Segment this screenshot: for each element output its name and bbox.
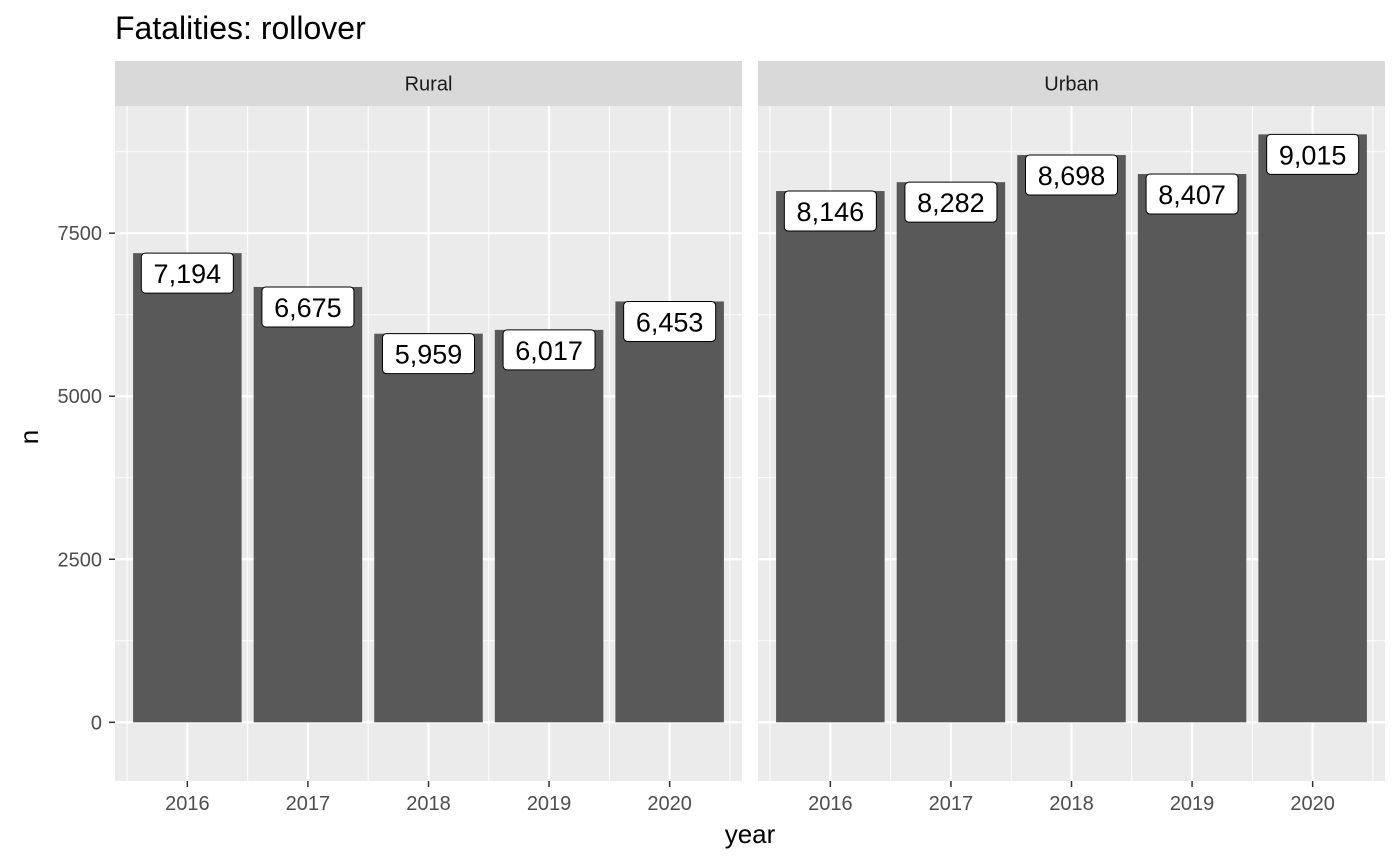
bar-urban-2016 <box>776 191 885 723</box>
x-tick-label: 2018 <box>1049 793 1094 815</box>
x-axis-title: year <box>725 819 776 849</box>
data-label: 8,698 <box>1038 161 1106 191</box>
data-label-box <box>382 333 475 375</box>
data-label: 8,282 <box>917 188 985 218</box>
data-label-box <box>904 181 998 223</box>
facet-panels: Rural 7,194 6,675 5,959 6,017 6,453 Urban 8,146… <box>115 61 1385 781</box>
bar-rural-2020 <box>615 301 724 723</box>
data-label-box <box>783 190 877 232</box>
x-tick-label: 2017 <box>286 793 331 815</box>
bar-urban-2020 <box>1258 134 1367 723</box>
bar-rural-2019 <box>494 329 604 723</box>
x-tick-label: 2018 <box>406 793 451 815</box>
bar-urban-2018 <box>1017 155 1126 723</box>
data-label-box <box>1025 154 1118 196</box>
facet-strip-label: Rural <box>405 74 453 96</box>
y-tick-label: 5000 <box>58 386 103 408</box>
data-label-box <box>261 286 355 328</box>
facet-panel-rural: Rural 7,194 6,675 5,959 6,017 6,453 <box>115 61 742 781</box>
data-label: 8,407 <box>1158 180 1226 210</box>
data-label: 6,453 <box>636 307 704 337</box>
data-label-box <box>1266 133 1360 175</box>
data-label-box <box>502 329 596 371</box>
x-tick-label: 2017 <box>929 793 974 815</box>
bar-urban-2019 <box>1137 174 1247 723</box>
y-tick-label: 7500 <box>58 223 103 245</box>
x-tick-label: 2020 <box>1290 793 1335 815</box>
y-tick-label: 2500 <box>58 549 103 571</box>
facet-strip-label: Urban <box>1044 74 1098 96</box>
data-label: 9,015 <box>1279 140 1347 170</box>
bar-rural-2016 <box>133 253 242 723</box>
data-label-box <box>623 300 717 342</box>
x-tick-label: 2016 <box>808 793 853 815</box>
y-axis: 0 2500 5000 7500 <box>58 223 115 734</box>
x-tick-label: 2019 <box>1170 793 1215 815</box>
data-label-box <box>140 252 234 294</box>
data-label: 5,959 <box>395 340 463 370</box>
y-tick-label: 0 <box>91 712 102 734</box>
data-label: 6,017 <box>515 336 583 366</box>
facet-panel-urban: Urban 8,146 8,282 8,698 8,407 9,015 <box>758 61 1385 781</box>
data-label: 8,146 <box>797 197 865 227</box>
bar-rural-2017 <box>253 286 363 723</box>
x-tick-label: 2020 <box>647 793 692 815</box>
data-label: 6,675 <box>274 293 342 323</box>
data-label: 7,194 <box>154 259 222 289</box>
x-tick-label: 2019 <box>527 793 572 815</box>
data-label-box <box>1145 173 1239 215</box>
facet-strip <box>758 61 1385 106</box>
chart-title: Fatalities: rollover <box>115 10 366 46</box>
x-tick-label: 2016 <box>165 793 210 815</box>
y-axis-title: n <box>14 430 44 444</box>
bar-urban-2017 <box>896 182 1006 723</box>
facet-strip <box>115 61 742 106</box>
bar-rural-2018 <box>374 333 483 723</box>
x-axes: 2016 2017 2018 2019 2020 2016 2017 2018 2019 2020 <box>165 781 1335 815</box>
